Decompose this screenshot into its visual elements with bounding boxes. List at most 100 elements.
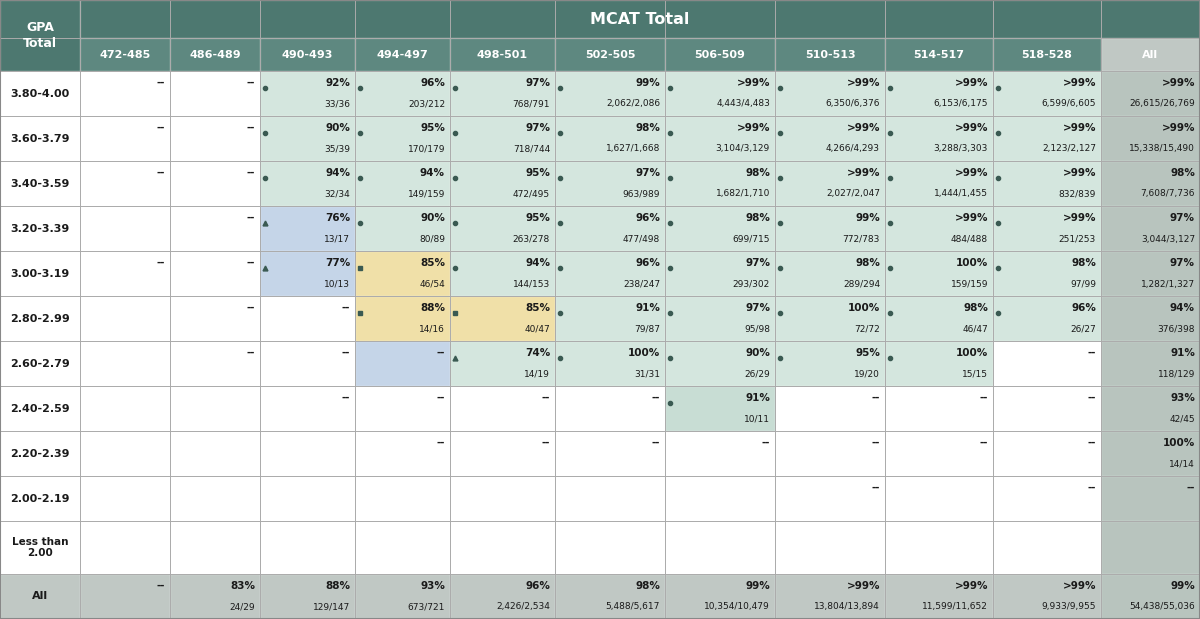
Bar (554, 386, 665, 431)
Bar (1102, 574, 1200, 619)
Text: 149/159: 149/159 (408, 189, 445, 199)
Bar (0, 251, 80, 297)
Text: 2.40-2.59: 2.40-2.59 (10, 404, 70, 414)
Bar (886, 341, 994, 386)
Text: 99%: 99% (635, 77, 660, 88)
Text: 19/20: 19/20 (854, 370, 880, 379)
Bar (775, 574, 886, 619)
Bar (170, 431, 260, 477)
Text: 97%: 97% (745, 303, 770, 313)
Text: 99%: 99% (856, 213, 880, 223)
Bar (0, 386, 80, 431)
Bar (1102, 206, 1200, 251)
Bar (450, 341, 554, 386)
Text: 98%: 98% (635, 123, 660, 132)
Bar (80, 297, 170, 341)
Text: 699/715: 699/715 (732, 235, 770, 243)
Text: Less than
2.00: Less than 2.00 (12, 537, 68, 558)
Text: 3,288/3,303: 3,288/3,303 (934, 144, 988, 154)
Text: 91%: 91% (635, 303, 660, 313)
Text: >99%: >99% (1062, 77, 1096, 88)
Text: 97%: 97% (745, 258, 770, 268)
Bar (775, 206, 886, 251)
Text: 472-485: 472-485 (100, 50, 151, 59)
Text: 1,682/1,710: 1,682/1,710 (715, 189, 770, 199)
Bar (994, 431, 1102, 477)
Text: >99%: >99% (954, 213, 988, 223)
Text: --: -- (246, 213, 256, 223)
Bar (80, 521, 170, 574)
Text: 9,933/9,955: 9,933/9,955 (1042, 602, 1096, 612)
Text: 98%: 98% (745, 213, 770, 223)
Bar (260, 341, 355, 386)
Text: 97%: 97% (526, 123, 550, 132)
Text: 42/45: 42/45 (1169, 415, 1195, 423)
Text: 31/31: 31/31 (634, 370, 660, 379)
Text: >99%: >99% (737, 123, 770, 132)
Text: --: -- (1087, 348, 1096, 358)
Bar (886, 431, 994, 477)
Text: --: -- (1087, 438, 1096, 448)
Text: --: -- (871, 393, 880, 403)
Text: 98%: 98% (856, 258, 880, 268)
Text: --: -- (246, 348, 256, 358)
Text: GPA
Total: GPA Total (23, 21, 58, 50)
Text: --: -- (979, 393, 988, 403)
Bar (1102, 38, 1200, 71)
Bar (80, 116, 170, 161)
Text: 494-497: 494-497 (377, 50, 428, 59)
Bar (554, 161, 665, 206)
Text: 238/247: 238/247 (623, 280, 660, 288)
Bar (0, 0, 80, 71)
Text: >99%: >99% (737, 77, 770, 88)
Text: 518-528: 518-528 (1021, 50, 1073, 59)
Text: --: -- (1087, 393, 1096, 403)
Text: 95%: 95% (420, 123, 445, 132)
Bar (260, 386, 355, 431)
Text: 4,443/4,483: 4,443/4,483 (716, 100, 770, 108)
Text: --: -- (762, 438, 770, 448)
Bar (1102, 521, 1200, 574)
Bar (80, 341, 170, 386)
Bar (665, 477, 775, 521)
Bar (80, 161, 170, 206)
Text: 1,282/1,327: 1,282/1,327 (1141, 280, 1195, 288)
Bar (886, 206, 994, 251)
Text: 26/27: 26/27 (1070, 324, 1096, 334)
Text: 490-493: 490-493 (282, 50, 334, 59)
Text: 203/212: 203/212 (408, 100, 445, 108)
Text: 46/47: 46/47 (962, 324, 988, 334)
Text: 10/13: 10/13 (324, 280, 350, 288)
Bar (775, 251, 886, 297)
Text: --: -- (246, 303, 256, 313)
Text: 263/278: 263/278 (512, 235, 550, 243)
Text: --: -- (156, 258, 166, 268)
Text: 963/989: 963/989 (623, 189, 660, 199)
Bar (775, 477, 886, 521)
Text: >99%: >99% (1062, 123, 1096, 132)
Bar (886, 38, 994, 71)
Bar (0, 206, 80, 251)
Text: >99%: >99% (954, 123, 988, 132)
Bar (994, 161, 1102, 206)
Text: 2.20-2.39: 2.20-2.39 (11, 449, 70, 459)
Text: 98%: 98% (635, 581, 660, 591)
Text: 100%: 100% (628, 348, 660, 358)
Bar (775, 71, 886, 116)
Bar (450, 251, 554, 297)
Text: 11,599/11,652: 11,599/11,652 (922, 602, 988, 612)
Bar (994, 206, 1102, 251)
Bar (665, 71, 775, 116)
Text: >99%: >99% (954, 168, 988, 178)
Bar (0, 431, 80, 477)
Text: --: -- (871, 438, 880, 448)
Text: --: -- (342, 303, 350, 313)
Text: 832/839: 832/839 (1058, 189, 1096, 199)
Text: >99%: >99% (1162, 77, 1195, 88)
Text: 95%: 95% (856, 348, 880, 358)
Bar (775, 297, 886, 341)
Bar (355, 521, 450, 574)
Bar (260, 297, 355, 341)
Text: 159/159: 159/159 (950, 280, 988, 288)
Bar (665, 297, 775, 341)
